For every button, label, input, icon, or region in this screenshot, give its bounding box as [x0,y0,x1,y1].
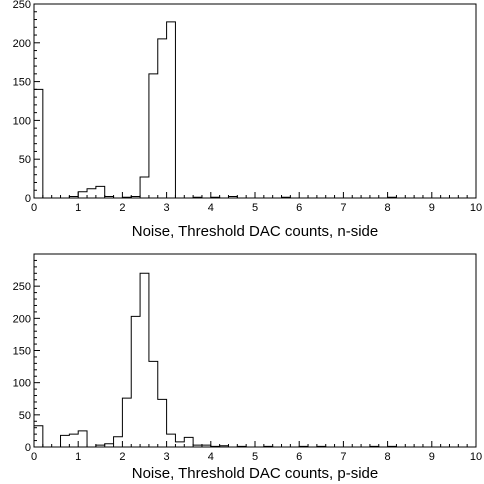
histogram-bin [34,426,43,447]
x-tick-label: 4 [208,451,214,463]
histogram-bin [184,437,193,447]
histogram-outline [33,21,476,199]
y-tick-label: 100 [13,115,31,127]
histogram-bin [34,89,43,198]
y-tick-label: 150 [13,77,31,89]
x-tick-label: 6 [296,451,302,463]
histogram-bin [167,434,176,447]
histogram-bin [78,192,87,198]
histogram-bin [140,177,149,198]
x-axis-label: Noise, Threshold DAC counts, p-side [132,465,379,482]
histogram-bin [193,197,202,198]
histogram-bin [96,186,105,198]
histogram-bin [78,431,87,447]
x-tick-label: 8 [385,202,391,214]
histogram-bin [202,445,211,447]
histogram-bin [264,446,273,447]
histogram-bin [228,196,237,198]
plot-frame [33,3,477,199]
histogram-bin [158,39,167,198]
y-tick-label: 100 [13,378,31,390]
y-tick-label: 0 [25,193,31,205]
x-tick-label: 4 [208,202,214,214]
x-tick-label: 1 [75,202,81,214]
histogram-bin [317,446,326,447]
y-tick-label: 50 [19,154,31,166]
histogram-bin [122,398,131,447]
histogram-bin [69,196,78,198]
histogram-bin [220,446,229,447]
x-tick-label: 8 [385,451,391,463]
plot-frame [33,253,477,448]
x-tick-label: 7 [340,202,346,214]
x-tick-label: 0 [31,451,37,463]
x-tick-label: 3 [164,202,170,214]
x-axis-label: Noise, Threshold DAC counts, n-side [132,223,379,240]
x-tick-label: 10 [470,451,482,463]
histogram-bin [114,437,123,447]
histogram-bin [149,361,158,447]
histogram-bin [388,446,397,447]
histogram-bin [211,197,220,198]
x-tick-label: 10 [470,202,482,214]
histogram-bin [237,446,246,447]
histogram-bin [211,446,220,447]
histogram-bin [140,273,149,447]
y-tick-label: 150 [13,346,31,358]
y-tick-label: 0 [25,442,31,454]
y-tick-label: 250 [13,281,31,293]
histogram-bin [96,445,105,447]
histogram-bin [167,22,176,198]
x-tick-label: 9 [429,202,435,214]
x-tick-label: 5 [252,202,258,214]
histogram-bin [388,197,397,198]
histogram-bin [158,399,167,447]
histogram-bin [370,446,379,447]
histogram-bin [175,442,184,447]
histogram-bin [299,446,308,447]
histogram-bin [282,197,291,198]
x-tick-label: 2 [119,451,125,463]
x-tick-label: 0 [31,202,37,214]
histogram-bin [122,197,131,198]
x-tick-label: 6 [296,202,302,214]
histogram-bin [193,445,202,447]
histogram-bin [149,74,158,198]
histogram-bin [105,196,114,198]
x-tick-label: 1 [75,451,81,463]
y-tick-label: 200 [13,38,31,50]
y-tick-label: 200 [13,313,31,325]
x-tick-label: 9 [429,451,435,463]
x-tick-label: 3 [164,451,170,463]
x-tick-label: 7 [340,451,346,463]
histogram-bin [61,435,70,447]
histogram-bin [69,434,78,447]
histogram-outline [33,272,476,448]
y-tick-label: 250 [13,0,31,11]
x-tick-label: 5 [252,451,258,463]
histogram-bin [131,196,140,198]
x-tick-label: 2 [119,202,125,214]
histogram-bin [105,444,114,447]
y-tick-label: 50 [19,410,31,422]
histogram-bin [131,316,140,447]
histogram-bin [87,189,96,198]
